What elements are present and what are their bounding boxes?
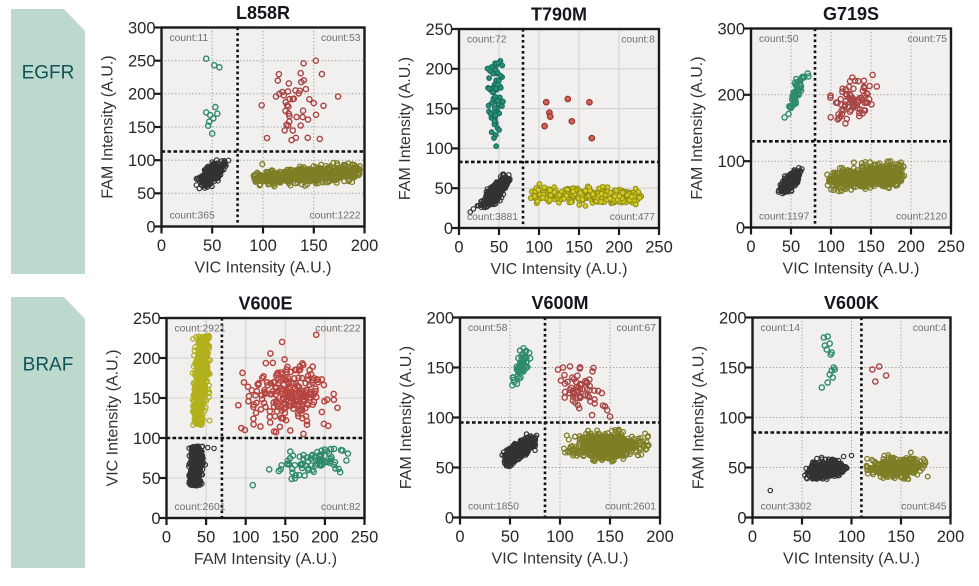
svg-text:0: 0: [454, 239, 463, 257]
svg-text:count:2601: count:2601: [175, 502, 226, 513]
svg-text:VIC Intensity (A.U.): VIC Intensity (A.U.): [105, 350, 122, 487]
svg-text:BRAF: BRAF: [23, 355, 74, 376]
svg-text:FAM Intensity (A.U.): FAM Intensity (A.U.): [689, 56, 706, 199]
svg-text:count:72: count:72: [467, 35, 507, 46]
svg-text:100: 100: [525, 239, 553, 257]
svg-text:200: 200: [128, 86, 156, 104]
svg-text:100: 100: [128, 152, 156, 170]
svg-text:150: 150: [300, 237, 328, 255]
svg-text:200: 200: [133, 350, 161, 368]
svg-text:count:3881: count:3881: [467, 212, 518, 223]
svg-text:0: 0: [151, 510, 160, 528]
svg-text:count:1197: count:1197: [759, 212, 809, 223]
svg-text:250: 250: [937, 238, 965, 256]
svg-text:count:1222: count:1222: [310, 211, 361, 222]
svg-text:count:222: count:222: [315, 324, 361, 335]
svg-text:100: 100: [717, 153, 745, 171]
svg-text:150: 150: [128, 119, 156, 137]
svg-text:250: 250: [425, 21, 453, 39]
svg-text:200: 200: [605, 239, 633, 257]
svg-text:250: 250: [128, 53, 156, 71]
svg-text:50: 50: [490, 239, 508, 257]
svg-text:FAM Intensity (A.U.): FAM Intensity (A.U.): [397, 57, 414, 200]
svg-text:250: 250: [645, 239, 673, 257]
svg-text:150: 150: [425, 100, 453, 118]
svg-text:count:2921: count:2921: [175, 324, 226, 335]
svg-text:count:75: count:75: [907, 34, 947, 45]
svg-text:L858R: L858R: [236, 3, 290, 23]
svg-text:0: 0: [162, 529, 171, 547]
svg-text:EGFR: EGFR: [22, 63, 75, 84]
svg-text:300: 300: [717, 20, 745, 38]
svg-text:FAM Intensity (A.U.): FAM Intensity (A.U.): [100, 55, 117, 198]
svg-text:V600E: V600E: [238, 294, 292, 314]
svg-text:100: 100: [425, 140, 453, 158]
svg-text:250: 250: [133, 310, 161, 328]
svg-text:count:11: count:11: [170, 33, 209, 44]
svg-text:200: 200: [897, 238, 925, 256]
svg-text:150: 150: [565, 239, 593, 257]
svg-text:100: 100: [249, 237, 277, 255]
svg-text:50: 50: [203, 237, 221, 255]
svg-text:150: 150: [857, 238, 885, 256]
svg-text:150: 150: [133, 390, 161, 408]
svg-text:50: 50: [137, 185, 155, 203]
svg-text:count:82: count:82: [321, 502, 361, 513]
svg-text:50: 50: [142, 470, 160, 488]
svg-text:count:477: count:477: [610, 212, 656, 223]
svg-text:200: 200: [351, 237, 379, 255]
svg-text:count:365: count:365: [170, 211, 216, 222]
svg-text:G719S: G719S: [823, 4, 879, 24]
svg-text:50: 50: [435, 180, 453, 198]
svg-text:0: 0: [444, 220, 453, 238]
svg-text:count:2120: count:2120: [896, 212, 947, 223]
svg-text:VIC Intensity (A.U.): VIC Intensity (A.U.): [195, 260, 332, 277]
svg-text:100: 100: [232, 529, 260, 547]
svg-text:200: 200: [311, 529, 339, 547]
svg-text:150: 150: [272, 529, 300, 547]
svg-text:0: 0: [746, 238, 755, 256]
svg-text:200: 200: [717, 87, 745, 105]
svg-text:0: 0: [146, 218, 155, 236]
svg-text:count:8: count:8: [621, 35, 655, 46]
svg-text:count:53: count:53: [321, 33, 361, 44]
svg-text:FAM Intensity (A.U.): FAM Intensity (A.U.): [194, 551, 337, 568]
svg-text:250: 250: [351, 529, 379, 547]
svg-text:T790M: T790M: [531, 5, 587, 25]
svg-text:VIC Intensity (A.U.): VIC Intensity (A.U.): [491, 261, 628, 278]
svg-text:50: 50: [782, 238, 800, 256]
svg-text:0: 0: [736, 219, 745, 237]
svg-text:VIC Intensity (A.U.): VIC Intensity (A.U.): [783, 261, 920, 278]
svg-text:100: 100: [817, 238, 845, 256]
svg-text:100: 100: [133, 430, 161, 448]
svg-text:0: 0: [157, 237, 166, 255]
svg-text:300: 300: [128, 19, 156, 37]
svg-text:count:50: count:50: [759, 34, 799, 45]
svg-text:200: 200: [425, 61, 453, 79]
svg-text:50: 50: [197, 529, 215, 547]
